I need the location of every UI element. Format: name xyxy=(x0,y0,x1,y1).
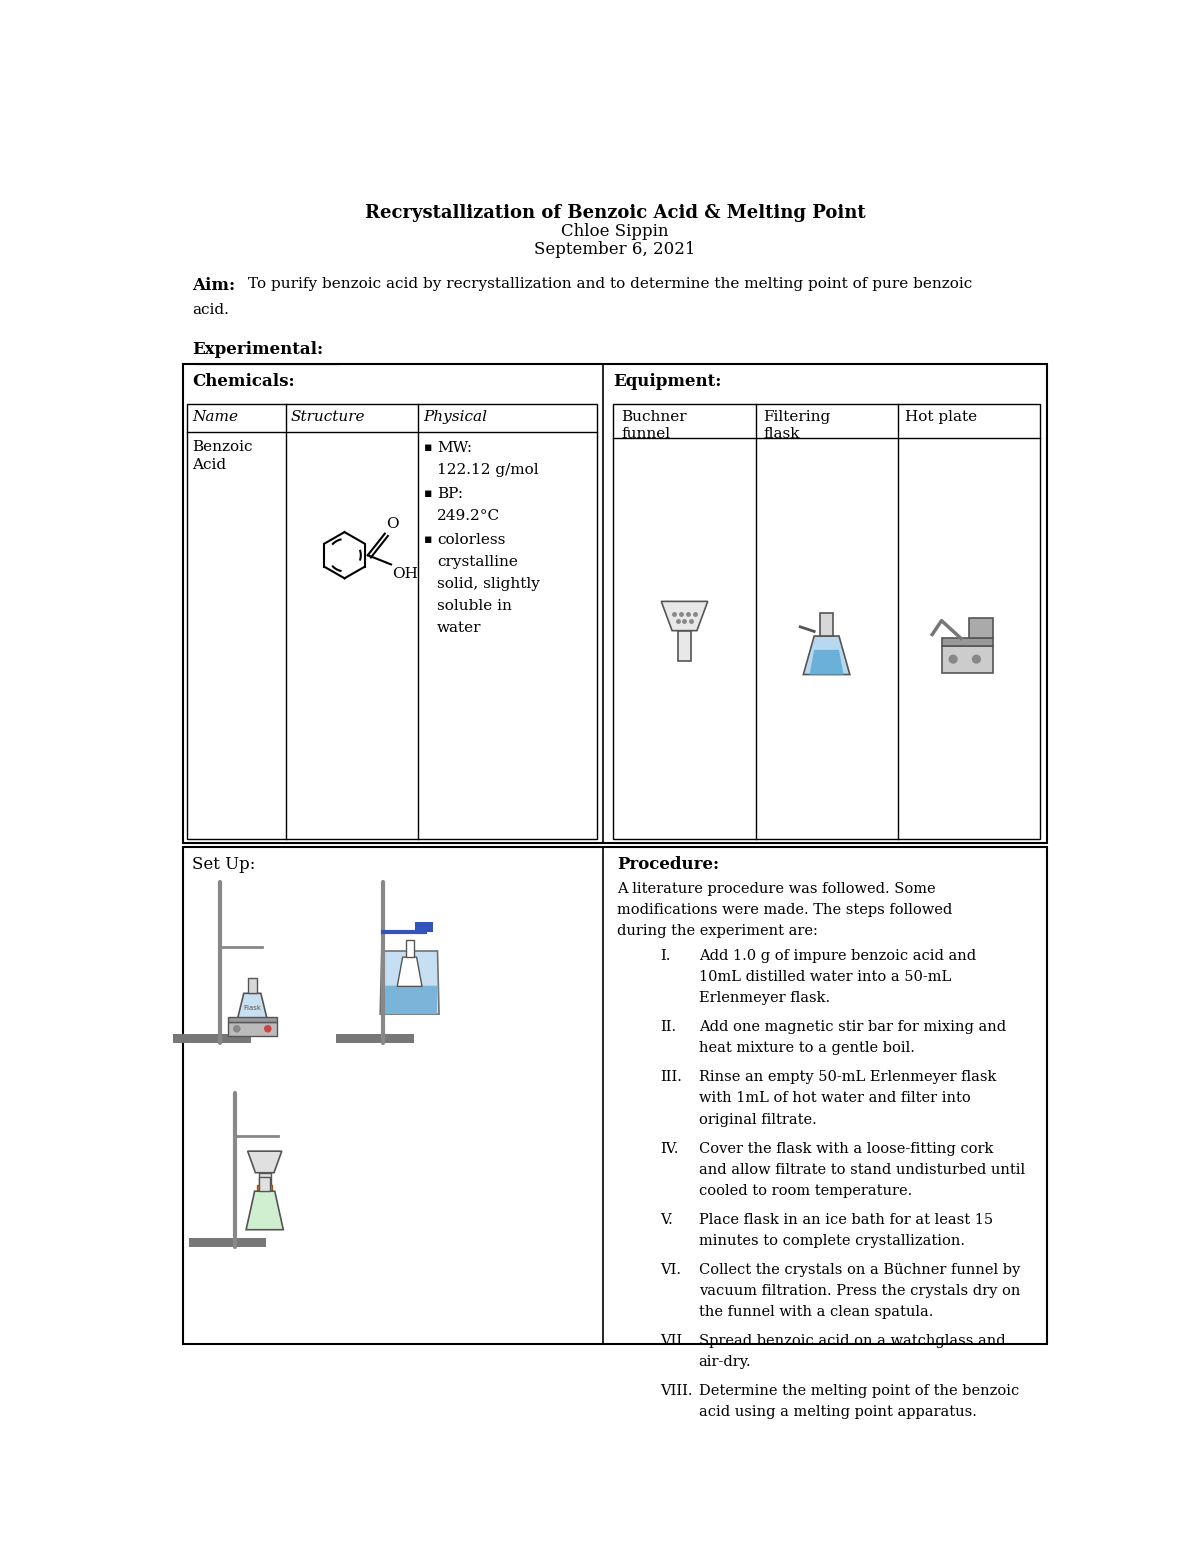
Text: 10mL distilled water into a 50-mL: 10mL distilled water into a 50-mL xyxy=(698,971,950,985)
Text: Experimental:: Experimental: xyxy=(193,342,324,359)
Text: Aim:: Aim: xyxy=(193,278,235,294)
Text: with 1mL of hot water and filter into: with 1mL of hot water and filter into xyxy=(698,1092,971,1106)
Polygon shape xyxy=(247,978,257,994)
Polygon shape xyxy=(257,1185,272,1191)
Text: Erlenmeyer flask.: Erlenmeyer flask. xyxy=(698,991,830,1005)
Text: cooled to room temperature.: cooled to room temperature. xyxy=(698,1183,912,1197)
Text: Collect the crystals on a Büchner funnel by: Collect the crystals on a Büchner funnel… xyxy=(698,1263,1020,1277)
Text: Chemicals:: Chemicals: xyxy=(192,373,294,390)
Text: Cover the flask with a loose-fitting cork: Cover the flask with a loose-fitting cor… xyxy=(698,1141,994,1155)
Text: Physical: Physical xyxy=(422,410,487,424)
Text: O: O xyxy=(386,517,398,531)
Polygon shape xyxy=(228,1017,277,1022)
Text: acid.: acid. xyxy=(193,303,229,317)
Text: solid, slightly: solid, slightly xyxy=(437,578,540,592)
Text: VIII.: VIII. xyxy=(660,1384,692,1398)
Text: Buchner
funnel: Buchner funnel xyxy=(622,410,686,441)
Text: Add 1.0 g of impure benzoic acid and: Add 1.0 g of impure benzoic acid and xyxy=(698,949,976,963)
Text: Benzoic
Acid: Benzoic Acid xyxy=(192,439,252,472)
Text: during the experiment are:: during the experiment are: xyxy=(617,924,818,938)
Text: VII.: VII. xyxy=(660,1334,686,1348)
Text: I.: I. xyxy=(660,949,671,963)
Text: minutes to complete crystallization.: minutes to complete crystallization. xyxy=(698,1235,965,1249)
Circle shape xyxy=(265,1025,271,1031)
Text: Procedure:: Procedure: xyxy=(617,856,720,873)
Text: water: water xyxy=(437,621,481,635)
Text: modifications were made. The steps followed: modifications were made. The steps follo… xyxy=(617,902,953,916)
Polygon shape xyxy=(821,613,833,637)
Polygon shape xyxy=(382,986,438,1014)
Text: soluble in: soluble in xyxy=(437,599,511,613)
Text: air-dry.: air-dry. xyxy=(698,1356,751,1370)
Text: Equipment:: Equipment: xyxy=(613,373,722,390)
Text: September 6, 2021: September 6, 2021 xyxy=(534,241,696,258)
Text: BP:: BP: xyxy=(437,488,463,502)
Text: V.: V. xyxy=(660,1213,673,1227)
Text: IV.: IV. xyxy=(660,1141,678,1155)
Polygon shape xyxy=(678,631,691,662)
Polygon shape xyxy=(173,1034,251,1044)
Polygon shape xyxy=(258,1173,271,1185)
Polygon shape xyxy=(942,638,992,646)
Text: 122.12 g/mol: 122.12 g/mol xyxy=(437,463,539,477)
Polygon shape xyxy=(415,922,433,932)
Circle shape xyxy=(972,655,980,663)
Polygon shape xyxy=(380,950,439,1014)
Polygon shape xyxy=(228,1022,277,1036)
Text: VI.: VI. xyxy=(660,1263,680,1277)
Text: 249.2°C: 249.2°C xyxy=(437,509,500,523)
Text: heat mixture to a gentle boil.: heat mixture to a gentle boil. xyxy=(698,1042,914,1056)
Text: and allow filtrate to stand undisturbed until: and allow filtrate to stand undisturbed … xyxy=(698,1163,1025,1177)
Text: OH: OH xyxy=(391,567,418,581)
Text: Spread benzoic acid on a watchglass and: Spread benzoic acid on a watchglass and xyxy=(698,1334,1006,1348)
Text: Set Up:: Set Up: xyxy=(192,856,256,873)
Polygon shape xyxy=(661,601,708,631)
FancyBboxPatch shape xyxy=(182,846,1048,1343)
Text: MW:: MW: xyxy=(437,441,472,455)
FancyBboxPatch shape xyxy=(613,404,1039,839)
Text: Rinse an empty 50-mL Erlenmeyer flask: Rinse an empty 50-mL Erlenmeyer flask xyxy=(698,1070,996,1084)
Text: colorless: colorless xyxy=(437,533,505,547)
Text: Add one magnetic stir bar for mixing and: Add one magnetic stir bar for mixing and xyxy=(698,1020,1006,1034)
Text: ▪: ▪ xyxy=(424,488,432,500)
Circle shape xyxy=(949,655,958,663)
Text: the funnel with a clean spatula.: the funnel with a clean spatula. xyxy=(698,1305,934,1318)
Polygon shape xyxy=(336,1034,414,1044)
Polygon shape xyxy=(247,1151,282,1173)
Polygon shape xyxy=(803,637,850,674)
Text: acid using a melting point apparatus.: acid using a melting point apparatus. xyxy=(698,1405,977,1419)
Polygon shape xyxy=(942,646,992,672)
Text: Place flask in an ice bath for at least 15: Place flask in an ice bath for at least … xyxy=(698,1213,992,1227)
Text: Chloe Sippin: Chloe Sippin xyxy=(562,224,668,241)
Polygon shape xyxy=(397,957,422,986)
Text: II.: II. xyxy=(660,1020,676,1034)
Polygon shape xyxy=(810,649,844,674)
Polygon shape xyxy=(188,1238,266,1247)
Text: Determine the melting point of the benzoic: Determine the melting point of the benzo… xyxy=(698,1384,1019,1398)
Polygon shape xyxy=(968,618,992,638)
Text: Recrystallization of Benzoic Acid & Melting Point: Recrystallization of Benzoic Acid & Melt… xyxy=(365,203,865,222)
Polygon shape xyxy=(236,994,268,1022)
Text: Structure: Structure xyxy=(292,410,366,424)
Text: Flask: Flask xyxy=(244,1005,262,1011)
Text: crystalline: crystalline xyxy=(437,556,517,570)
Text: ▪: ▪ xyxy=(424,533,432,547)
Text: original filtrate.: original filtrate. xyxy=(698,1112,816,1126)
Text: To purify benzoic acid by recrystallization and to determine the melting point o: To purify benzoic acid by recrystallizat… xyxy=(248,278,973,292)
Polygon shape xyxy=(259,1177,270,1191)
Polygon shape xyxy=(406,940,414,957)
Text: Hot plate: Hot plate xyxy=(905,410,978,424)
Text: III.: III. xyxy=(660,1070,682,1084)
Text: Filtering
flask: Filtering flask xyxy=(763,410,830,441)
FancyBboxPatch shape xyxy=(182,365,1048,843)
Text: Name: Name xyxy=(192,410,238,424)
Text: vacuum filtration. Press the crystals dry on: vacuum filtration. Press the crystals dr… xyxy=(698,1284,1020,1298)
Text: ▪: ▪ xyxy=(424,441,432,453)
Text: A literature procedure was followed. Some: A literature procedure was followed. Som… xyxy=(617,882,936,896)
Polygon shape xyxy=(246,1191,283,1230)
FancyBboxPatch shape xyxy=(187,404,598,839)
Circle shape xyxy=(234,1025,240,1031)
